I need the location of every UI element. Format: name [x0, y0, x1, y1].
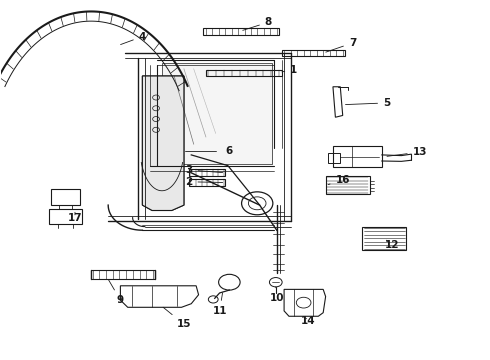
Text: 5: 5	[345, 98, 391, 108]
Polygon shape	[143, 76, 184, 211]
Text: 11: 11	[212, 293, 227, 316]
Text: 17: 17	[68, 212, 82, 222]
Text: 12: 12	[384, 239, 399, 249]
Text: 4: 4	[121, 32, 146, 45]
Polygon shape	[143, 76, 184, 211]
Text: 13: 13	[387, 147, 427, 157]
Text: 3: 3	[185, 165, 222, 175]
Text: 9: 9	[109, 280, 124, 305]
Text: 15: 15	[163, 307, 191, 329]
Text: 14: 14	[301, 316, 316, 325]
Text: 6: 6	[226, 146, 233, 156]
Text: 16: 16	[328, 175, 350, 185]
Text: 2: 2	[185, 177, 222, 187]
Text: 7: 7	[326, 38, 356, 52]
Polygon shape	[162, 63, 272, 164]
Text: 1: 1	[282, 64, 297, 75]
Text: 8: 8	[243, 17, 272, 30]
Text: 10: 10	[270, 287, 284, 303]
